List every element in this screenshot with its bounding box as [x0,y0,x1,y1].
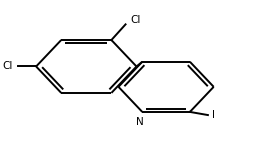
Text: Cl: Cl [131,15,141,25]
Text: I: I [212,110,215,120]
Text: N: N [136,117,144,127]
Text: Cl: Cl [3,61,13,71]
